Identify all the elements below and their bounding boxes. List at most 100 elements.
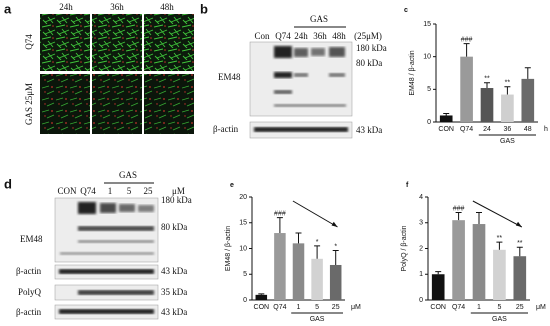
column-label: 24h [59,2,73,12]
x-tick-label: CON [430,304,446,311]
lane-label: Q74 [80,186,96,196]
lane-label: 1 [108,186,113,196]
y-tick-label: 5 [427,86,431,93]
panel-label: a [4,1,12,16]
significance: ### [274,210,286,217]
bar [513,256,527,300]
bar [521,78,535,122]
x-tick-label: CON [438,126,454,133]
y-tick-label: 10 [239,245,247,252]
lane-label: Q74 [275,31,291,41]
micrographs [40,14,194,134]
group-label: GAS [310,316,325,323]
x-unit: μM [351,304,361,311]
column-label: 48h [160,2,174,12]
error-bar [258,293,265,295]
x-tick-label: 24 [483,126,491,133]
bar [472,224,486,300]
protein-label: EM48 [20,234,43,244]
error-bar [455,211,462,221]
y-tick-label: 0 [243,297,247,304]
lane-label: Con [254,31,270,41]
protein-label: β-actin [16,266,42,276]
x-tick-label: Q74 [273,304,286,311]
bar [452,220,465,300]
bar [460,56,473,122]
y-tick-label: 0 [419,297,423,304]
y-tick-label: 15 [423,21,431,28]
arrow-head [331,221,338,227]
significance: ** [484,76,490,83]
marker-label: 43 kDa [356,125,382,135]
significance: ** [497,235,503,242]
unit-label: μM [172,186,185,196]
x-tick-label: 5 [497,304,501,311]
group-label: GAS [492,316,507,323]
protein-label: β-actin [16,307,42,317]
protein-label: PolyQ [18,287,42,297]
group-label: GAS [500,138,515,145]
x-tick-label: 25 [332,304,340,311]
error-bar [332,250,339,265]
x-tick-label: 36 [504,126,512,133]
x-unit: μM [536,304,546,311]
trend-arrow [472,200,523,228]
panel-label: b [200,1,208,16]
bar [311,258,323,300]
error-bar [295,232,302,244]
bar [255,294,268,300]
error-bar [484,82,490,89]
x-tick-label: 1 [477,304,481,311]
error-bar [524,67,531,79]
bar [431,274,445,300]
bar [329,264,342,300]
lane-label: CON [57,186,77,196]
error-bar [435,271,442,275]
x-tick-label: CON [254,304,270,311]
y-axis-title: EM48 / β-actin [225,226,232,271]
y-axis-title: EM48 / β-actin [409,50,416,95]
x-tick-label: 1 [297,304,301,311]
marker-label: 43 kDa [161,307,187,317]
marker-label: 35 kDa [161,287,187,297]
y-tick-label: 2 [419,245,423,252]
y-tick-label: 15 [239,220,247,227]
group-label: GAS [119,170,137,180]
y-axis-title: PolyQ / β-actin [401,225,408,271]
group-label: GAS [310,14,328,24]
error-bar [443,113,450,116]
column-label: 36h [110,2,124,12]
panel-label: f [406,182,409,189]
marker-label: 180 kDa [161,195,192,205]
panel-label: e [230,182,234,189]
y-tick-label: 4 [419,194,423,201]
y-tick-label: 20 [239,194,247,201]
error-bar [463,43,470,57]
bar [292,243,305,300]
blot [54,197,159,320]
x-tick-label: 48 [524,126,532,133]
y-tick-label: 5 [243,271,247,278]
error-bar [476,211,482,225]
blot [249,41,353,139]
significance: ** [517,240,523,247]
lane-label: 25 [144,186,154,196]
marker-label: 43 kDa [161,266,187,276]
x-tick-label: Q74 [452,304,465,311]
panel-label: d [4,176,12,191]
row-label: Q74 [24,34,34,50]
x-tick-label: 5 [315,304,319,311]
protein-label: EM48 [218,72,241,82]
bar [274,233,286,300]
trend-arrow [292,200,338,228]
x-tick-label: 25 [516,304,524,311]
lane-label: 5 [127,186,132,196]
y-tick-label: 1 [419,271,423,278]
x-unit: h [544,126,548,133]
dose-label: (25μM) [354,31,382,41]
x-tick-label: Q74 [460,126,473,133]
y-tick-label: 0 [427,119,431,126]
lane-label: 48h [332,31,346,41]
